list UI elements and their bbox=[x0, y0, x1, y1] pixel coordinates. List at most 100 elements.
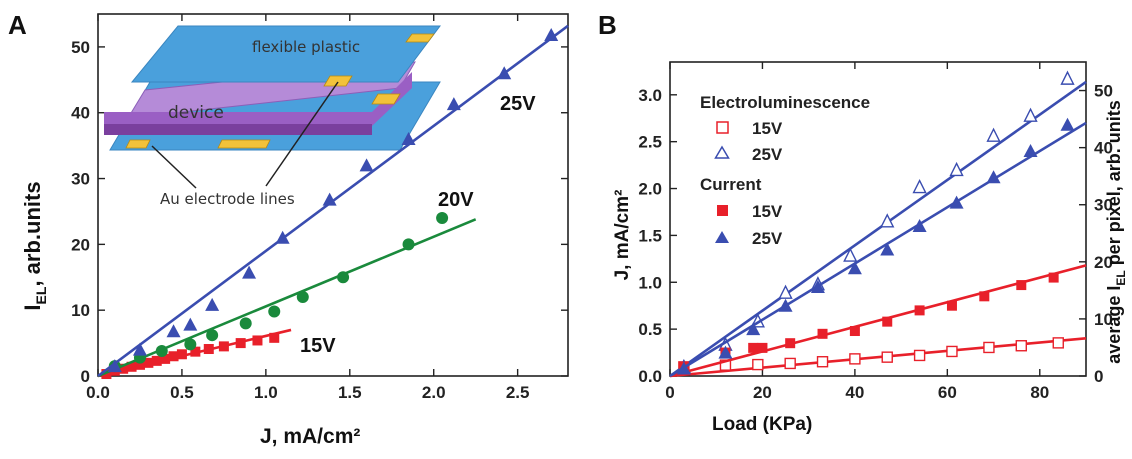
y-right-tick-label: 0 bbox=[1094, 367, 1103, 386]
data-point-b-0 bbox=[913, 349, 926, 362]
device-inset-illustration: flexible plastic device Au electrode lin… bbox=[104, 25, 441, 208]
data-point-25V bbox=[446, 97, 461, 111]
data-point-15V bbox=[101, 369, 112, 380]
chart-a-ylabel-rest: , arb.units bbox=[20, 181, 45, 286]
y-right-tick-label: 40 bbox=[1094, 139, 1113, 158]
fit-line-b-1 bbox=[669, 80, 1087, 378]
data-point-b-1 bbox=[1023, 107, 1038, 122]
data-point-b-2 bbox=[946, 300, 957, 311]
inset-electrode-bl bbox=[125, 139, 151, 149]
data-point-25V bbox=[275, 230, 290, 244]
data-point-20V bbox=[436, 212, 449, 225]
legend-group-electroluminescence: Electroluminescence bbox=[700, 93, 870, 112]
data-point-b-3 bbox=[847, 261, 862, 275]
inset-electrode-top bbox=[405, 33, 435, 43]
y-right-tick-label: 20 bbox=[1094, 253, 1113, 272]
data-point-15V bbox=[160, 353, 171, 364]
inset-flexible-label: flexible plastic bbox=[252, 38, 360, 56]
data-point-b-3 bbox=[746, 322, 761, 336]
chart-b-legend: Electroluminescence 15V 25V Current 15V … bbox=[700, 93, 870, 248]
y-left-tick-label: 2.5 bbox=[638, 133, 662, 152]
data-point-b-2 bbox=[849, 326, 860, 337]
chart-b-ylabel-right: average IEL per pixel, arb. units bbox=[1104, 100, 1128, 363]
chart-a-ylabel-sub: EL bbox=[33, 286, 49, 304]
chart-a: 0.0 0.5 1.0 1.5 2.0 2.5 0 10 20 30 40 50 flexible p… bbox=[20, 13, 569, 448]
y-right-tick-label: 10 bbox=[1094, 310, 1113, 329]
inset-pointer-1 bbox=[151, 145, 197, 189]
x-tick-label: 0.0 bbox=[86, 383, 110, 402]
y-left-tick-label: 0.0 bbox=[638, 367, 662, 386]
data-point-25V bbox=[183, 317, 198, 331]
data-point-20V bbox=[337, 271, 350, 284]
data-point-b-1 bbox=[880, 213, 895, 228]
chart-b-data bbox=[669, 70, 1087, 378]
data-point-b-3 bbox=[810, 279, 825, 293]
chart-a-xlabel: J, mA/cm² bbox=[260, 425, 360, 448]
fit-line-b-3 bbox=[669, 121, 1087, 378]
data-point-25V bbox=[107, 359, 122, 373]
data-point-b-2 bbox=[757, 342, 768, 353]
chart-b-xlabel: Load (KPa) bbox=[712, 414, 812, 435]
inset-electrode-mid bbox=[323, 75, 353, 87]
data-point-b-2 bbox=[817, 328, 828, 339]
legend-marker-el-15v bbox=[716, 121, 729, 134]
data-point-b-3 bbox=[676, 361, 691, 375]
data-point-20V bbox=[268, 305, 281, 318]
data-point-b-2 bbox=[1048, 272, 1059, 283]
legend-label-cur-15v: 15V bbox=[752, 202, 783, 221]
y-left-tick-label: 3.0 bbox=[638, 86, 662, 105]
data-point-b-0 bbox=[881, 351, 893, 363]
data-point-b-1 bbox=[949, 161, 964, 177]
data-point-15V bbox=[235, 338, 246, 349]
x-tick-label: 40 bbox=[845, 383, 864, 402]
legend-label-el-15v: 15V bbox=[752, 119, 783, 138]
data-point-b-0 bbox=[849, 353, 861, 365]
legend-marker-el-25v bbox=[714, 145, 730, 159]
data-point-20V bbox=[184, 338, 197, 351]
data-point-15V bbox=[126, 361, 137, 372]
chart-a-ylabel-main: I bbox=[20, 304, 45, 310]
chart-b-frame bbox=[669, 61, 1087, 377]
data-point-b-0 bbox=[983, 341, 995, 354]
panel-label-b: B bbox=[598, 10, 617, 40]
data-point-15V bbox=[176, 349, 187, 360]
data-point-b-1 bbox=[843, 247, 858, 262]
x-tick-label: 0 bbox=[665, 383, 674, 402]
chart-b-ylabel-right-pre: average I bbox=[1104, 286, 1124, 364]
y-tick-label: 10 bbox=[71, 301, 90, 320]
inset-electrode-label: Au electrode lines bbox=[160, 190, 295, 208]
data-point-b-2 bbox=[748, 342, 759, 353]
data-point-20V bbox=[206, 329, 219, 342]
inset-device-layer-edge bbox=[104, 124, 372, 135]
chart-b-ylabel-right-sub: EL bbox=[1114, 270, 1128, 285]
data-point-25V bbox=[544, 28, 559, 42]
data-point-b-0 bbox=[816, 356, 829, 368]
chart-a-frame bbox=[97, 13, 569, 377]
data-point-b-0 bbox=[752, 358, 764, 371]
chart-b-ylabel-right-post: per pixel, arb. units bbox=[1104, 100, 1124, 270]
data-point-b-1 bbox=[1060, 70, 1075, 85]
legend-label-cur-25v: 25V bbox=[752, 229, 783, 248]
x-tick-label: 1.0 bbox=[254, 383, 278, 402]
data-point-20V bbox=[155, 344, 168, 357]
chart-b: 0 20 40 60 80 0.0 0.5 1.0 1.5 2.0 2.5 3.0 0 10 20 30 40 5… bbox=[612, 61, 1128, 435]
y-left-tick-label: 2.0 bbox=[638, 180, 662, 199]
data-point-15V bbox=[151, 355, 162, 366]
data-point-15V bbox=[203, 344, 214, 355]
data-point-15V bbox=[168, 351, 179, 362]
data-point-15V bbox=[118, 363, 129, 374]
y-left-tick-label: 0.5 bbox=[638, 320, 662, 339]
legend-group-current: Current bbox=[700, 175, 762, 194]
data-point-b-2 bbox=[914, 305, 925, 316]
series-label-20v: 20V bbox=[438, 189, 474, 211]
y-tick-label: 20 bbox=[71, 235, 90, 254]
inset-top-plastic bbox=[130, 25, 441, 83]
inset-electrode-br bbox=[371, 93, 401, 105]
data-point-15V bbox=[252, 335, 263, 346]
x-tick-label: 80 bbox=[1030, 383, 1049, 402]
series-label-15v: 15V bbox=[300, 335, 336, 357]
y-tick-label: 40 bbox=[71, 104, 90, 123]
data-point-20V bbox=[296, 291, 309, 304]
